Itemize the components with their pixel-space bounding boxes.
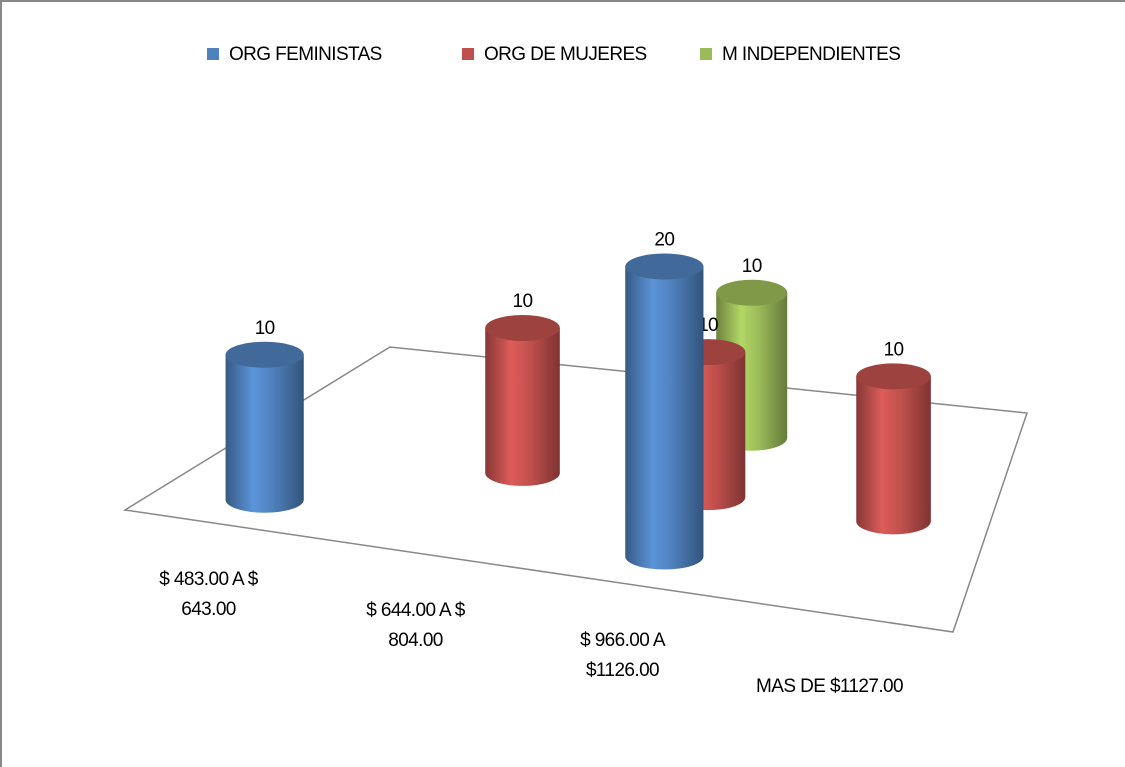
data-label: 20 [654, 230, 674, 251]
x-tick-label: $ 644.00 A $ 804.00 [366, 599, 465, 651]
x-tick-label: $ 483.00 A $ 643.00 [159, 569, 258, 621]
cylinder [225, 341, 304, 513]
data-label: 10 [884, 339, 904, 360]
legend-label: ORG DE MUJERES [484, 44, 647, 65]
data-label: 10 [255, 318, 275, 339]
cylinder [485, 314, 560, 486]
data-label: 10 [513, 291, 533, 312]
cylinder [625, 253, 704, 570]
legend-swatch [700, 48, 712, 60]
legend-label: M INDEPENDIENTES [722, 44, 900, 65]
x-tick-label: $ 966.00 A $1126.00 [580, 630, 665, 682]
x-tick-label: MAS DE $1127.00 [756, 675, 904, 697]
legend-swatch [207, 48, 219, 60]
data-label: 10 [742, 256, 762, 277]
cylinder [856, 363, 931, 535]
legend-swatch [462, 48, 474, 60]
legend-label: ORG FEMINISTAS [229, 44, 382, 65]
